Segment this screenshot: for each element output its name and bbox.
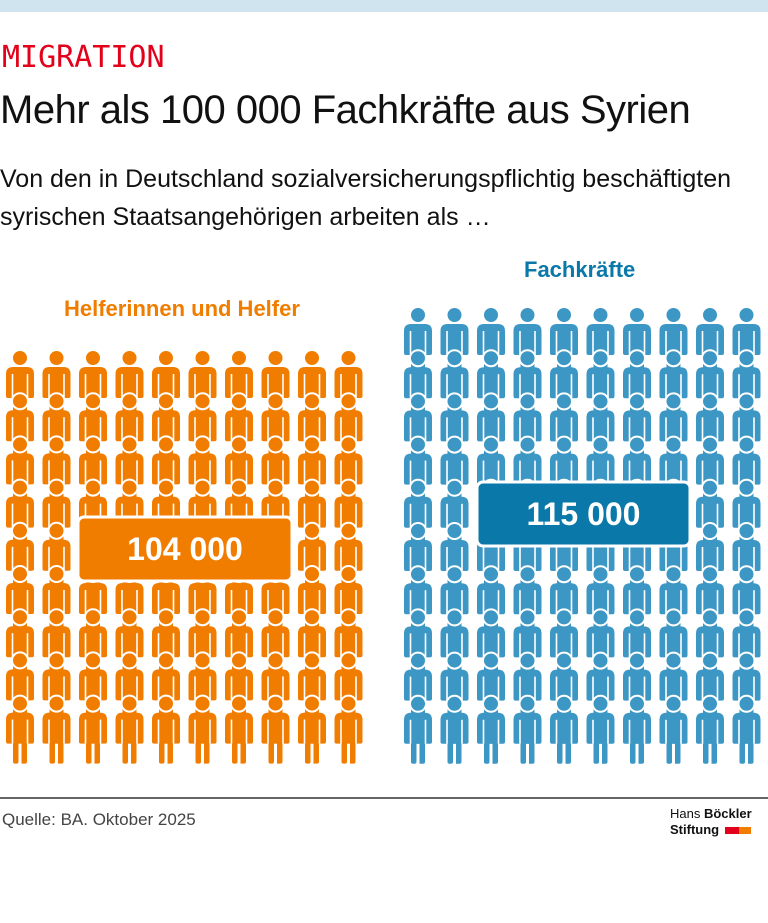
logo-mark-red <box>725 827 740 835</box>
helper-person-icon <box>188 608 217 678</box>
helper-person-icon <box>298 435 326 505</box>
helper-person-icon <box>42 694 71 764</box>
skilled-person-icon <box>659 306 688 375</box>
logo-mark-orange <box>739 827 752 835</box>
helper-person-icon <box>115 694 144 764</box>
subtitle: Von den in Deutschland sozialversicherun… <box>0 165 732 231</box>
page-title: Mehr als 100 000 Fachkräfte aus Syrien <box>0 88 691 132</box>
source-note: Quelle: BA. Oktober 2025 <box>2 810 196 829</box>
divider <box>0 797 768 799</box>
helper-person-icon <box>261 694 290 764</box>
top-bar <box>0 0 768 12</box>
skilled-person-icon <box>586 694 615 764</box>
skilled-person-icon <box>732 565 761 635</box>
helper-person-icon <box>188 694 217 764</box>
skilled-person-icon <box>586 565 615 635</box>
skilled-person-icon <box>659 392 688 462</box>
helper-person-icon <box>152 694 180 764</box>
skilled-person-icon <box>550 694 578 764</box>
skilled-person-icon <box>440 694 469 764</box>
helper-value-label: 104 000 <box>127 531 243 567</box>
helper-value-box <box>76 515 294 583</box>
skilled-person-icon <box>477 392 505 462</box>
skilled-person-icon <box>404 694 432 764</box>
skilled-person-icon <box>696 694 724 764</box>
helper-person-icon <box>225 694 253 764</box>
helper-person-icon <box>79 694 107 764</box>
logo-text-stiftung: Stiftung <box>670 822 720 837</box>
helper-person-icon <box>298 694 326 764</box>
skilled-person-icon <box>513 694 542 764</box>
kicker: MIGRATION <box>2 40 165 75</box>
logo-text-boeckler: Böckler <box>703 806 752 821</box>
skilled-person-icon <box>732 694 761 764</box>
helper-label: Helferinnen und Helfer <box>64 296 300 321</box>
skilled-person-icon <box>440 565 469 635</box>
skilled-person-icon <box>623 694 651 764</box>
pictogram-chart: 104 000 115 000 <box>6 306 761 764</box>
skilled-person-icon <box>477 694 505 764</box>
logo-text-hans: Hans <box>670 806 704 821</box>
hans-boeckler-logo: Hans Böckler Stiftung <box>670 806 752 838</box>
skilled-person-icon <box>440 478 469 548</box>
skilled-value-label: 115 000 <box>527 496 641 532</box>
skilled-value-box <box>475 480 692 548</box>
helper-person-icon <box>6 694 34 764</box>
helper-person-icon <box>334 694 363 764</box>
skilled-person-icon <box>659 694 688 764</box>
skilled-label: Fachkräfte <box>524 257 636 282</box>
